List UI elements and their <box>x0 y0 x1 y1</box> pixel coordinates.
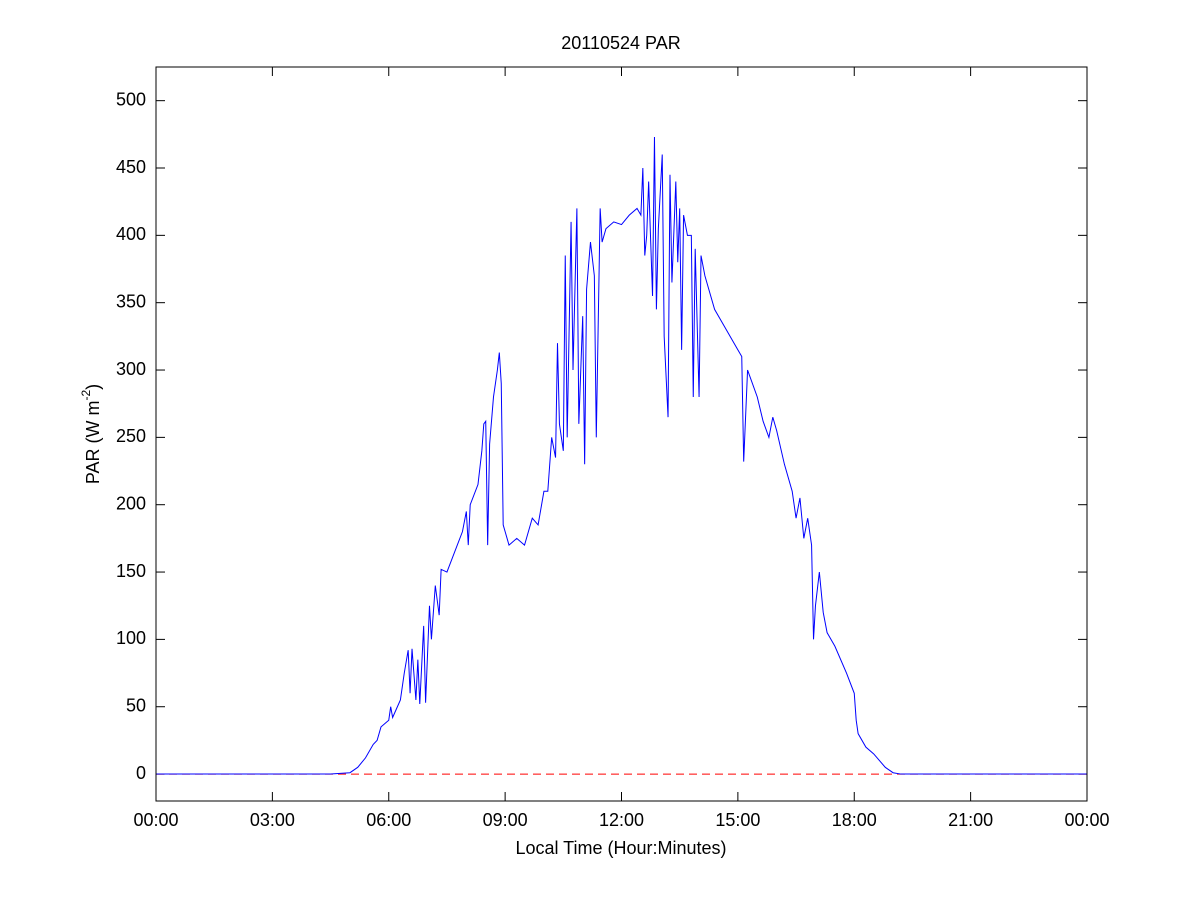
x-tick-label: 18:00 <box>832 810 877 830</box>
y-tick-label: 300 <box>116 359 146 379</box>
x-tick-label: 09:00 <box>483 810 528 830</box>
x-tick-label: 15:00 <box>715 810 760 830</box>
y-tick-label: 350 <box>116 291 146 311</box>
y-tick-label: 450 <box>116 157 146 177</box>
y-axis-label-text: PAR (W m <box>83 401 103 485</box>
y-tick-label: 200 <box>116 493 146 513</box>
x-tick-label: 00:00 <box>1064 810 1109 830</box>
y-tick-label: 500 <box>116 89 146 109</box>
x-tick-label: 12:00 <box>599 810 644 830</box>
y-axis-label-sup: -2 <box>79 390 93 401</box>
y-tick-label: 0 <box>136 763 146 783</box>
y-tick-label: 150 <box>116 561 146 581</box>
y-axis-label: PAR (W m-2) <box>79 384 103 484</box>
x-axis-label: Local Time (Hour:Minutes) <box>515 838 726 858</box>
chart-title: 20110524 PAR <box>561 33 680 53</box>
x-tick-label: 03:00 <box>250 810 295 830</box>
plot-frame <box>155 66 1088 802</box>
y-tick-label: 400 <box>116 224 146 244</box>
y-axis-label-end: ) <box>83 384 103 390</box>
y-tick-label: 50 <box>126 695 146 715</box>
x-tick-label: 06:00 <box>366 810 411 830</box>
x-tick-label: 21:00 <box>948 810 993 830</box>
y-tick-label: 250 <box>116 426 146 446</box>
y-tick-label: 100 <box>116 628 146 648</box>
x-tick-label: 00:00 <box>133 810 178 830</box>
data-line <box>156 137 1087 775</box>
